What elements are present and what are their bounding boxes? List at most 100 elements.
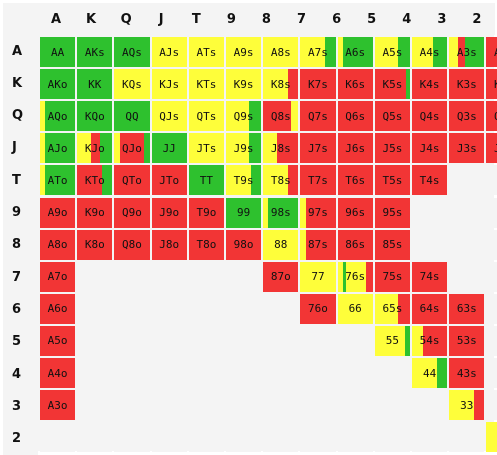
hand-cell-Q8s[interactable]: Q8s [263, 101, 298, 131]
hand-cell-T8s[interactable]: T8s [263, 165, 298, 195]
hand-cell-K4s[interactable]: K4s [412, 69, 447, 99]
hand-cell-TT[interactable]: TT [189, 165, 224, 195]
hand-cell-KTs[interactable]: KTs [189, 69, 224, 99]
hand-cell-54s[interactable]: 54s [412, 326, 447, 356]
hand-cell-98s[interactable]: 98s [263, 198, 298, 228]
hand-cell-AQo[interactable]: AQo [40, 101, 75, 131]
hand-cell-75s[interactable]: 75s [375, 262, 410, 292]
hand-cell-J9o[interactable]: J9o [152, 198, 187, 228]
hand-cell-64s[interactable]: 64s [412, 294, 447, 324]
hand-cell-A8s[interactable]: A8s [263, 37, 298, 67]
hand-cell-44[interactable]: 44 [412, 358, 447, 388]
hand-cell-76s[interactable]: 76s [338, 262, 373, 292]
hand-cell-K8o[interactable]: K8o [77, 230, 112, 260]
hand-cell-J3s[interactable]: J3s [449, 133, 484, 163]
hand-cell-86s[interactable]: 86s [338, 230, 373, 260]
hand-cell-AJo[interactable]: AJo [40, 133, 75, 163]
hand-cell-88[interactable]: 88 [263, 230, 298, 260]
hand-cell-99[interactable]: 99 [226, 198, 261, 228]
hand-cell-T4s[interactable]: T4s [412, 165, 447, 195]
hand-cell-22[interactable]: 22 [486, 422, 497, 452]
hand-cell-J9s[interactable]: J9s [226, 133, 261, 163]
hand-cell-53s[interactable]: 53s [449, 326, 484, 356]
hand-cell-76o[interactable]: 76o [300, 294, 335, 324]
hand-cell-K8s[interactable]: K8s [263, 69, 298, 99]
hand-cell-87s[interactable]: 87s [300, 230, 335, 260]
hand-cell-A4o[interactable]: A4o [40, 358, 75, 388]
hand-cell-T7s[interactable]: T7s [300, 165, 335, 195]
hand-cell-K7s[interactable]: K7s [300, 69, 335, 99]
hand-cell-A5o[interactable]: A5o [40, 326, 75, 356]
hand-cell-ATs[interactable]: ATs [189, 37, 224, 67]
hand-cell-AKo[interactable]: AKo [40, 69, 75, 99]
hand-cell-87o[interactable]: 87o [263, 262, 298, 292]
hand-cell-Q3s[interactable]: Q3s [449, 101, 484, 131]
hand-cell-A4s[interactable]: A4s [412, 37, 447, 67]
hand-cell-AQs[interactable]: AQs [114, 37, 149, 67]
hand-cell-K9s[interactable]: K9s [226, 69, 261, 99]
hand-cell-K3s[interactable]: K3s [449, 69, 484, 99]
hand-cell-J4s[interactable]: J4s [412, 133, 447, 163]
hand-cell-T5s[interactable]: T5s [375, 165, 410, 195]
hand-cell-KTo[interactable]: KTo [77, 165, 112, 195]
hand-cell-KJo[interactable]: KJo [77, 133, 112, 163]
hand-cell-A6s[interactable]: A6s [338, 37, 373, 67]
hand-cell-J6s[interactable]: J6s [338, 133, 373, 163]
hand-cell-Q9s[interactable]: Q9s [226, 101, 261, 131]
hand-cell-A2s[interactable]: A2s [486, 37, 497, 67]
hand-cell-66[interactable]: 66 [338, 294, 373, 324]
hand-cell-74s[interactable]: 74s [412, 262, 447, 292]
hand-cell-T9s[interactable]: T9s [226, 165, 261, 195]
hand-cell-K5s[interactable]: K5s [375, 69, 410, 99]
hand-cell-QJo[interactable]: QJo [114, 133, 149, 163]
hand-cell-KQs[interactable]: KQs [114, 69, 149, 99]
hand-cell-AKs[interactable]: AKs [77, 37, 112, 67]
hand-cell-97s[interactable]: 97s [300, 198, 335, 228]
hand-cell-T6s[interactable]: T6s [338, 165, 373, 195]
hand-cell-Q4s[interactable]: Q4s [412, 101, 447, 131]
hand-cell-KJs[interactable]: KJs [152, 69, 187, 99]
hand-cell-33[interactable]: 33 [449, 390, 484, 420]
hand-cell-J2s[interactable]: J2s [486, 133, 497, 163]
hand-cell-98o[interactable]: 98o [226, 230, 261, 260]
hand-cell-QTo[interactable]: QTo [114, 165, 149, 195]
hand-cell-K9o[interactable]: K9o [77, 198, 112, 228]
hand-cell-ATo[interactable]: ATo [40, 165, 75, 195]
hand-cell-J8s[interactable]: J8s [263, 133, 298, 163]
hand-cell-A7s[interactable]: A7s [300, 37, 335, 67]
hand-cell-Q6s[interactable]: Q6s [338, 101, 373, 131]
hand-cell-96s[interactable]: 96s [338, 198, 373, 228]
hand-cell-A3s[interactable]: A3s [449, 37, 484, 67]
hand-cell-77[interactable]: 77 [300, 262, 335, 292]
hand-cell-43s[interactable]: 43s [449, 358, 484, 388]
hand-cell-JTs[interactable]: JTs [189, 133, 224, 163]
hand-cell-A5s[interactable]: A5s [375, 37, 410, 67]
hand-cell-JJ[interactable]: JJ [152, 133, 187, 163]
hand-cell-K6s[interactable]: K6s [338, 69, 373, 99]
hand-cell-T9o[interactable]: T9o [189, 198, 224, 228]
hand-cell-Q7s[interactable]: Q7s [300, 101, 335, 131]
hand-cell-KQo[interactable]: KQo [77, 101, 112, 131]
hand-cell-J7s[interactable]: J7s [300, 133, 335, 163]
hand-cell-QTs[interactable]: QTs [189, 101, 224, 131]
hand-cell-A6o[interactable]: A6o [40, 294, 75, 324]
hand-cell-A8o[interactable]: A8o [40, 230, 75, 260]
hand-cell-65s[interactable]: 65s [375, 294, 410, 324]
hand-cell-95s[interactable]: 95s [375, 198, 410, 228]
hand-cell-85s[interactable]: 85s [375, 230, 410, 260]
hand-cell-Q2s[interactable]: Q2s [486, 101, 497, 131]
hand-cell-QJs[interactable]: QJs [152, 101, 187, 131]
hand-cell-Q5s[interactable]: Q5s [375, 101, 410, 131]
hand-cell-J5s[interactable]: J5s [375, 133, 410, 163]
hand-cell-Q8o[interactable]: Q8o [114, 230, 149, 260]
hand-cell-J8o[interactable]: J8o [152, 230, 187, 260]
hand-cell-KK[interactable]: KK [77, 69, 112, 99]
hand-cell-A9o[interactable]: A9o [40, 198, 75, 228]
hand-cell-A9s[interactable]: A9s [226, 37, 261, 67]
hand-cell-QQ[interactable]: QQ [114, 101, 149, 131]
hand-cell-JTo[interactable]: JTo [152, 165, 187, 195]
hand-cell-K2s[interactable]: K2s [486, 69, 497, 99]
hand-cell-63s[interactable]: 63s [449, 294, 484, 324]
hand-cell-55[interactable]: 55 [375, 326, 410, 356]
hand-cell-A3o[interactable]: A3o [40, 390, 75, 420]
